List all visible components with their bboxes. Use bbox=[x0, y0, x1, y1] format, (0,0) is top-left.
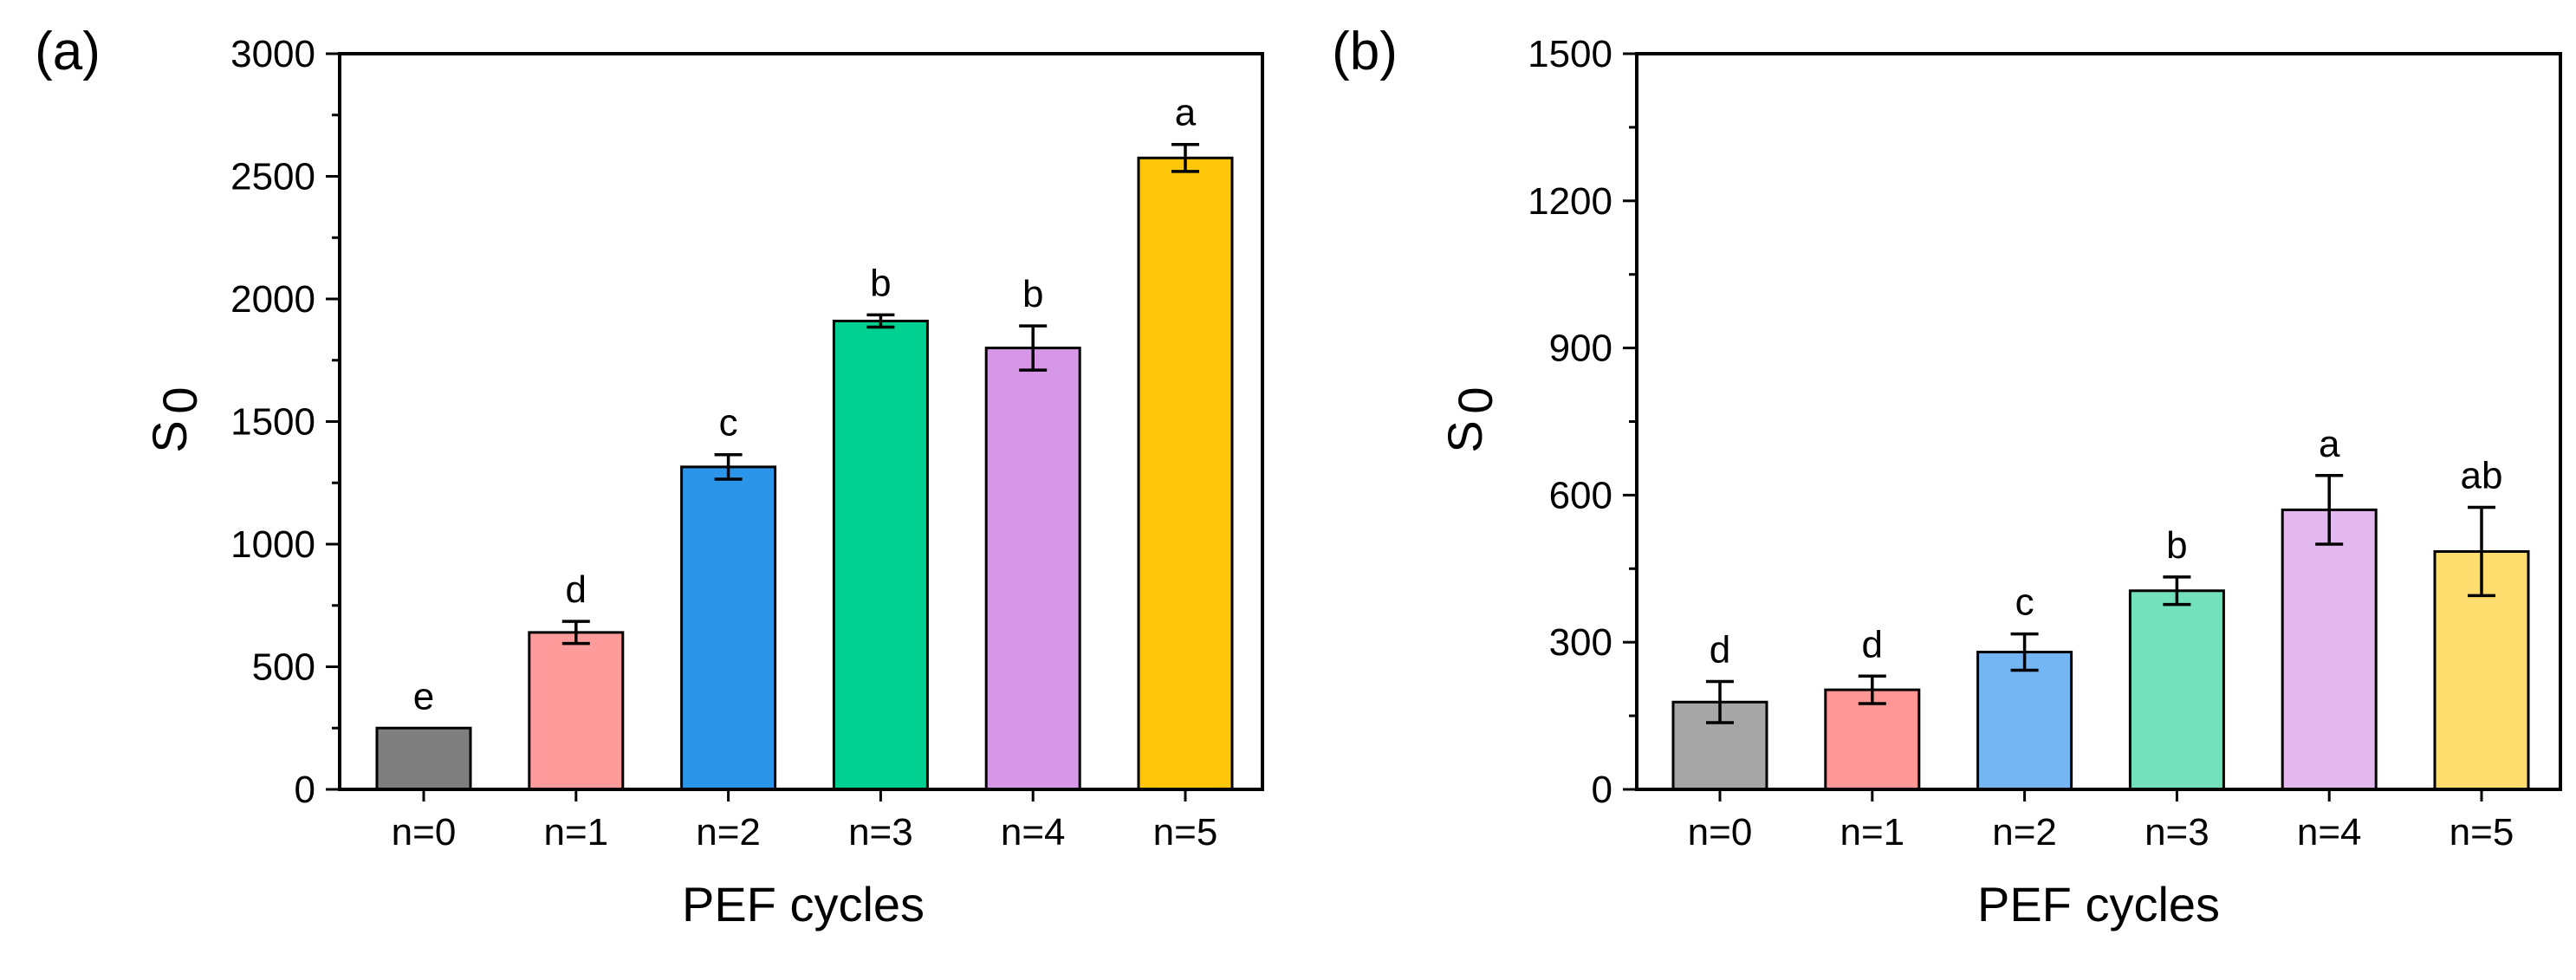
y-tick-label-300: 300 bbox=[1549, 621, 1612, 664]
x-tick-label-n=4: n=4 bbox=[1001, 811, 1066, 853]
bar-n=3 bbox=[832, 319, 929, 791]
significance-label-n=0: e bbox=[413, 675, 434, 717]
x-tick-label-n=5: n=5 bbox=[1153, 811, 1218, 853]
x-tick-label-n=5: n=5 bbox=[2449, 811, 2514, 853]
x-tick-label-n=1: n=1 bbox=[1840, 811, 1904, 853]
x-tick-label-n=1: n=1 bbox=[543, 811, 608, 853]
y-tick-label-0: 0 bbox=[295, 769, 315, 811]
significance-label-n=1: d bbox=[566, 568, 587, 611]
plot-frame bbox=[338, 52, 1264, 791]
x-tick-label-n=0: n=0 bbox=[1688, 811, 1753, 853]
plot-frame bbox=[1635, 52, 2562, 791]
significance-label-n=4: a bbox=[2319, 423, 2340, 465]
y-tick-label-900: 900 bbox=[1549, 328, 1612, 370]
bar-n=2 bbox=[680, 465, 777, 791]
significance-label-n=3: b bbox=[2166, 524, 2187, 567]
panel-a: e n=0 d n=1 c n=2 b n=3 b n=4 a n=5 0 500 1000 1500 2000… bbox=[35, 22, 1264, 931]
x-tick-label-n=0: n=0 bbox=[392, 811, 457, 853]
significance-label-n=0: d bbox=[1710, 628, 1730, 671]
x-tick-label-n=2: n=2 bbox=[696, 811, 761, 853]
y-axis-title: S0 bbox=[1437, 386, 1502, 452]
bar-n=4 bbox=[2281, 508, 2378, 791]
bar-n=3 bbox=[2128, 589, 2225, 791]
x-tick-label-n=4: n=4 bbox=[2297, 811, 2362, 853]
x-tick-label-n=2: n=2 bbox=[1992, 811, 2057, 853]
y-tick-label-600: 600 bbox=[1549, 474, 1612, 516]
bar-n=4 bbox=[984, 347, 1081, 791]
bar-n=0 bbox=[375, 726, 472, 791]
y-axis-title-subscript: 0 bbox=[152, 386, 207, 413]
y-tick-label-3000: 3000 bbox=[230, 33, 315, 75]
bar-n=1 bbox=[528, 631, 625, 791]
significance-label-n=1: d bbox=[1862, 623, 1883, 665]
y-tick-label-2000: 2000 bbox=[230, 278, 315, 321]
x-axis-title: PEF cycles bbox=[682, 877, 925, 931]
y-axis-title-main: S bbox=[1437, 420, 1492, 452]
y-tick-label-1000: 1000 bbox=[230, 523, 315, 566]
panel-b: d n=0 d n=1 c n=2 b n=3 a n=4 ab n=5 0 300 600 900 1200 1… bbox=[1332, 22, 2562, 931]
x-axis-title: PEF cycles bbox=[1977, 877, 2220, 931]
y-tick-label-0: 0 bbox=[1592, 769, 1612, 811]
y-tick-label-1500: 1500 bbox=[230, 401, 315, 444]
y-axis-title: S0 bbox=[142, 386, 207, 452]
y-axis-title-main: S bbox=[142, 420, 197, 452]
significance-label-n=4: b bbox=[1022, 273, 1043, 315]
y-tick-label-1200: 1200 bbox=[1528, 180, 1612, 223]
y-tick-label-2500: 2500 bbox=[230, 156, 315, 198]
significance-label-n=5: ab bbox=[2461, 455, 2503, 497]
bar-n=2 bbox=[1976, 651, 2073, 791]
significance-label-n=2: c bbox=[719, 402, 738, 445]
y-axis-title-subscript: 0 bbox=[1448, 386, 1502, 413]
panel-label: (a) bbox=[35, 22, 101, 81]
significance-label-n=5: a bbox=[1175, 92, 1197, 134]
y-tick-label-1500: 1500 bbox=[1528, 33, 1612, 75]
y-tick-label-500: 500 bbox=[252, 646, 315, 689]
panel-label: (b) bbox=[1332, 22, 1398, 81]
x-tick-label-n=3: n=3 bbox=[2145, 811, 2209, 853]
significance-label-n=2: c bbox=[2015, 581, 2034, 624]
bar-n=5 bbox=[1137, 156, 1234, 791]
x-tick-label-n=3: n=3 bbox=[848, 811, 913, 853]
significance-label-n=3: b bbox=[870, 262, 891, 304]
